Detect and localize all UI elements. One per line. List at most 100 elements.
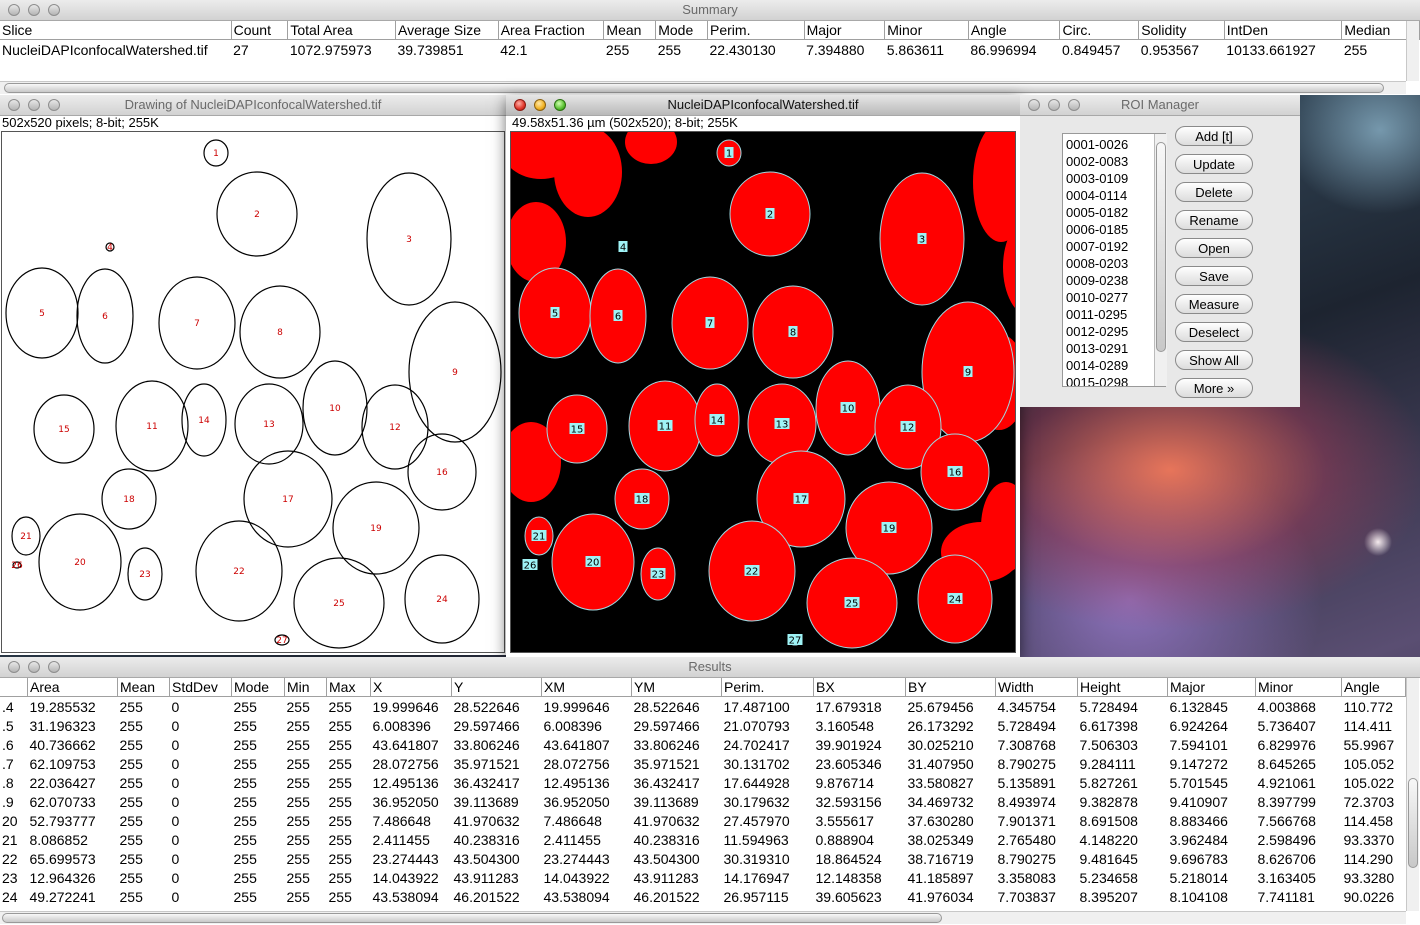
table-row[interactable]: .5 31.196323 255 0 255 255 255 6.008396 29.59746… (0, 716, 1406, 735)
table-row[interactable]: .7 62.109753 255 0 255 255 255 28.072756 35.9715… (0, 754, 1406, 773)
table-row[interactable]: 24 49.272241 255 0 255 255 255 43.538094 46.2015… (0, 887, 1406, 906)
roi-titlebar[interactable]: ROI Manager (1020, 95, 1300, 116)
column-header[interactable]: XM (541, 678, 632, 697)
close-window-icon[interactable] (8, 661, 20, 673)
column-header[interactable]: Height (1077, 678, 1168, 697)
table-row[interactable]: 21 8.086852 255 0 255 255 255 2.411455 40.238316… (0, 830, 1406, 849)
roi-button[interactable]: Deselect (1175, 322, 1253, 342)
roi-list-item[interactable]: 0004-0114 (1066, 188, 1128, 203)
roi-list-item[interactable]: 0015-0298 (1066, 375, 1129, 387)
roi-button[interactable]: Open (1175, 238, 1253, 258)
column-header[interactable]: Max (326, 678, 371, 697)
summary-titlebar[interactable]: Summary (0, 0, 1420, 21)
drawing-canvas[interactable]: 1 2 3 4 5 6 7 8 9 10 11 12 13 14 15 16 17 18 19 20 21 22 23 24 2… (1, 131, 505, 653)
roi-list-item[interactable]: 0011-0295 (1066, 307, 1128, 322)
column-header[interactable]: StdDev (169, 678, 232, 697)
roi-button[interactable]: More » (1175, 378, 1253, 398)
column-header[interactable]: Area Fraction (498, 21, 605, 40)
results-horizontal-scrollbar[interactable] (0, 911, 1406, 924)
column-header[interactable]: Mean (117, 678, 170, 697)
column-header[interactable]: Min (284, 678, 327, 697)
zoom-window-icon[interactable] (48, 99, 60, 111)
roi-list-item[interactable]: 0008-0203 (1066, 256, 1129, 271)
scroll-thumb[interactable] (1408, 778, 1418, 868)
roi-list-item[interactable]: 0012-0295 (1066, 324, 1129, 339)
column-header[interactable]: Area (27, 678, 118, 697)
column-header[interactable]: Minor (1255, 678, 1342, 697)
roi-button[interactable]: Save (1175, 266, 1253, 286)
column-header[interactable]: YM (631, 678, 722, 697)
table-row[interactable]: .8 22.036427 255 0 255 255 255 12.495136 36.4324… (0, 773, 1406, 792)
column-header[interactable]: Median (1341, 21, 1420, 40)
roi-list-item[interactable]: 0006-0185 (1066, 222, 1129, 237)
column-header[interactable]: Count (231, 21, 289, 40)
column-header[interactable]: IntDen (1224, 21, 1343, 40)
column-header[interactable]: Circ. (1059, 21, 1140, 40)
results-vertical-scrollbar[interactable] (1406, 678, 1419, 911)
column-header[interactable]: BY (905, 678, 996, 697)
roi-list-item[interactable]: 0005-0182 (1066, 205, 1129, 220)
roi-button[interactable]: Measure (1175, 294, 1253, 314)
roi-list-item[interactable]: 0013-0291 (1066, 341, 1129, 356)
minimize-window-icon[interactable] (28, 4, 40, 16)
column-header[interactable]: Angle (1341, 678, 1406, 697)
roi-list[interactable]: 0001-0026 0002-0083 0003-0109 0004-0114 0005… (1062, 133, 1166, 387)
column-header[interactable]: Perim. (721, 678, 814, 697)
column-header[interactable]: Minor (884, 21, 969, 40)
table-row[interactable]: .6 40.736662 255 0 255 255 255 43.641807 33.8062… (0, 735, 1406, 754)
column-header[interactable]: Mode (231, 678, 285, 697)
table-row[interactable]: NucleiDAPIconfocalWatershed.tif 27 1072.97… (0, 40, 1420, 60)
roi-button[interactable]: Rename (1175, 210, 1253, 230)
roi-button[interactable]: Update (1175, 154, 1253, 174)
roi-list-item[interactable]: 0009-0238 (1066, 273, 1129, 288)
column-header[interactable]: X (370, 678, 452, 697)
scroll-thumb[interactable] (1156, 142, 1166, 352)
column-header[interactable]: Y (451, 678, 542, 697)
column-header[interactable]: Solidity (1138, 21, 1225, 40)
results-titlebar[interactable]: Results (0, 657, 1420, 678)
close-window-icon[interactable] (8, 99, 20, 111)
table-row[interactable]: 22 65.699573 255 0 255 255 255 23.274443 43.5043… (0, 849, 1406, 868)
table-row[interactable]: 23 12.964326 255 0 255 255 255 14.043922 43.9112… (0, 868, 1406, 887)
column-header[interactable]: Angle (968, 21, 1061, 40)
minimize-window-icon[interactable] (534, 99, 546, 111)
results-table[interactable]: Area Mean StdDev Mode Min Max X Y XM YM Perim. BX BY… (0, 678, 1406, 906)
zoom-window-icon[interactable] (554, 99, 566, 111)
column-header[interactable] (0, 678, 28, 697)
roi-list-item[interactable]: 0014-0289 (1066, 358, 1129, 373)
column-header[interactable]: BX (813, 678, 906, 697)
column-header[interactable]: Mode (655, 21, 709, 40)
close-window-icon[interactable] (1028, 99, 1040, 111)
roi-list-item[interactable]: 0010-0277 (1066, 290, 1129, 305)
roi-button[interactable]: Delete (1175, 182, 1253, 202)
table-row[interactable]: 20 52.793777 255 0 255 255 255 7.486648 41.97063… (0, 811, 1406, 830)
image-canvas[interactable]: 1 2 3 4 5 6 7 8 9 10 11 12 13 14 15 16 17 18 19 20 21 22 23 24 2… (510, 131, 1016, 653)
roi-list-item[interactable]: 0001-0026 (1066, 137, 1129, 152)
image-titlebar[interactable]: NucleiDAPIconfocalWatershed.tif (506, 95, 1020, 116)
roi-list-item[interactable]: 0002-0083 (1066, 154, 1129, 169)
column-header[interactable]: Average Size (395, 21, 499, 40)
summary-table[interactable]: Slice Count Total Area Average Size Area Fra… (0, 21, 1420, 59)
drawing-titlebar[interactable]: Drawing of NucleiDAPIconfocalWatershed.t… (0, 95, 506, 116)
table-row[interactable]: .4 19.285532 255 0 255 255 255 19.999646 28.5226… (0, 697, 1406, 717)
column-header[interactable]: Mean (603, 21, 657, 40)
roi-list-scrollbar[interactable] (1154, 134, 1167, 386)
column-header[interactable]: Width (995, 678, 1078, 697)
minimize-window-icon[interactable] (28, 99, 40, 111)
zoom-window-icon[interactable] (48, 4, 60, 16)
minimize-window-icon[interactable] (1048, 99, 1060, 111)
minimize-window-icon[interactable] (28, 661, 40, 673)
roi-list-item[interactable]: 0003-0109 (1066, 171, 1129, 186)
summary-vertical-scrollbar[interactable] (1406, 21, 1419, 81)
summary-horizontal-scrollbar[interactable] (0, 81, 1406, 94)
column-header[interactable]: Major (1167, 678, 1256, 697)
close-window-icon[interactable] (8, 4, 20, 16)
zoom-window-icon[interactable] (48, 661, 60, 673)
zoom-window-icon[interactable] (1068, 99, 1080, 111)
column-header[interactable]: Perim. (707, 21, 805, 40)
column-header[interactable]: Major (804, 21, 886, 40)
column-header[interactable]: Total Area (287, 21, 396, 40)
column-header[interactable]: Slice (0, 21, 232, 40)
scroll-thumb[interactable] (4, 83, 1384, 93)
scroll-thumb[interactable] (2, 913, 942, 923)
